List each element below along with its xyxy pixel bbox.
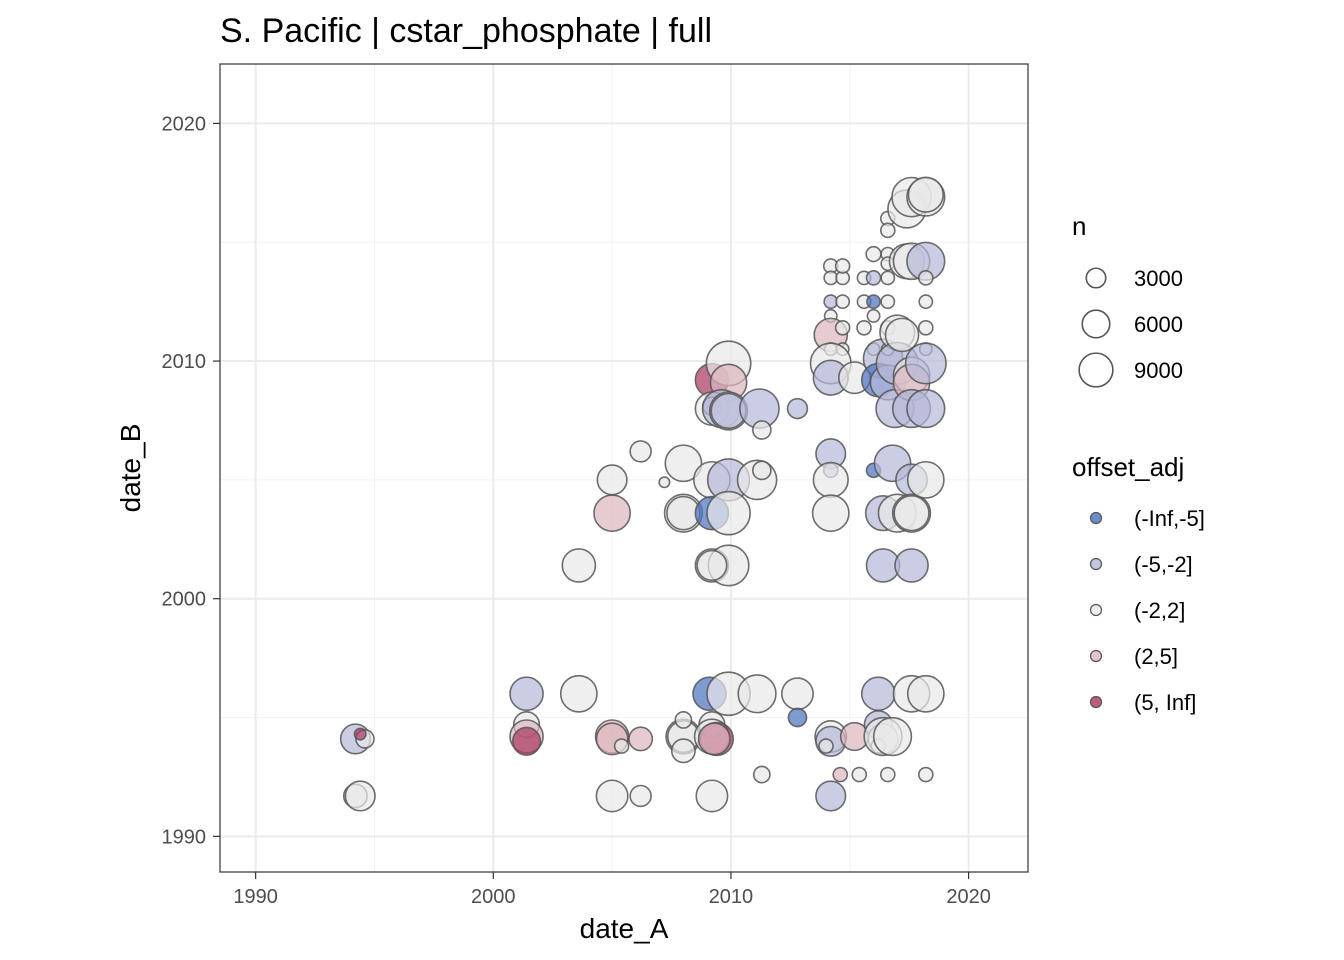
data-points — [339, 176, 947, 813]
data-point — [894, 548, 929, 583]
y-axis: 1990 2000 2010 2020 — [162, 113, 220, 848]
data-point — [815, 780, 847, 812]
color-legend-label: (5, Inf] — [1134, 690, 1196, 715]
color-legend-key — [1089, 649, 1103, 663]
data-point — [835, 294, 851, 310]
data-point — [596, 464, 628, 496]
data-point — [904, 342, 947, 385]
data-point — [834, 319, 851, 336]
data-point — [658, 476, 671, 489]
data-point — [865, 245, 882, 263]
data-point — [613, 738, 630, 754]
data-point — [344, 780, 376, 812]
data-point — [880, 294, 896, 310]
size-legend-key — [1085, 267, 1107, 289]
y-tick-label: 2010 — [162, 351, 207, 373]
data-point — [818, 738, 834, 754]
data-point — [509, 676, 544, 712]
data-point — [561, 548, 597, 583]
data-point — [780, 677, 814, 711]
data-point — [884, 317, 920, 353]
data-point — [917, 766, 934, 783]
color-legend-label: (2,5] — [1134, 644, 1178, 669]
data-point — [917, 319, 934, 336]
data-point — [860, 676, 896, 712]
x-tick-label: 2010 — [709, 886, 754, 908]
data-point — [664, 444, 703, 483]
data-point — [856, 319, 872, 336]
color-legend-label: (-Inf,-5] — [1134, 506, 1205, 531]
data-point — [695, 779, 729, 813]
data-point — [593, 494, 632, 533]
data-point — [670, 738, 696, 764]
data-point — [866, 294, 881, 310]
size-legend-key — [1078, 352, 1114, 388]
data-point — [906, 388, 946, 429]
size-legend-label: 6000 — [1134, 312, 1183, 337]
color-legend-key — [1089, 511, 1103, 525]
data-point — [595, 779, 629, 813]
data-point — [353, 727, 367, 741]
x-axis: 1990 2000 2010 2020 — [233, 872, 991, 908]
color-legend-items: (-Inf,-5] (-5,-2] (-2,2] (2,5] (5, Inf] — [1089, 506, 1205, 715]
data-point — [834, 258, 851, 274]
data-point — [906, 460, 945, 499]
color-legend-label: (-5,-2] — [1134, 552, 1193, 577]
data-point — [917, 270, 934, 286]
size-legend-title: n — [1072, 211, 1086, 241]
major-gridlines — [220, 64, 1028, 872]
data-point — [880, 270, 896, 286]
y-tick-label: 2020 — [162, 113, 207, 135]
data-point — [629, 440, 652, 463]
data-point — [879, 222, 896, 239]
x-axis-title: date_A — [580, 913, 669, 944]
chart-title: S. Pacific | cstar_phosphate | full — [220, 12, 712, 50]
data-point — [787, 707, 808, 728]
data-point — [786, 397, 809, 420]
data-point — [918, 294, 934, 310]
data-point — [706, 490, 751, 536]
data-point — [696, 549, 728, 582]
y-axis-title: date_B — [115, 424, 146, 513]
data-point — [906, 674, 945, 713]
x-tick-label: 2000 — [471, 886, 516, 908]
data-point — [812, 461, 849, 499]
data-point — [751, 420, 772, 440]
data-point — [879, 766, 896, 783]
data-point — [866, 308, 881, 323]
y-tick-label: 1990 — [162, 826, 207, 848]
plot-border — [219, 63, 1029, 873]
data-point — [907, 176, 944, 213]
data-point — [511, 726, 542, 756]
data-point — [674, 710, 693, 729]
color-legend-title: offset_adj — [1072, 452, 1184, 482]
color-legend-key — [1089, 603, 1103, 617]
data-point — [751, 460, 772, 481]
data-point — [872, 716, 913, 757]
data-point — [752, 765, 771, 784]
data-point — [697, 722, 731, 756]
color-legend-key — [1089, 557, 1103, 571]
x-tick-label: 2020 — [946, 886, 991, 908]
x-tick-label: 1990 — [233, 886, 278, 908]
data-point — [629, 784, 652, 808]
data-point — [865, 270, 882, 286]
data-point — [628, 726, 654, 752]
data-point — [832, 766, 849, 783]
size-legend: n 3000 6000 9000 — [1072, 211, 1183, 388]
size-legend-key — [1081, 309, 1111, 339]
color-legend: offset_adj (-Inf,-5] (-5,-2] (-2,2] (2,5] (5… — [1072, 452, 1205, 715]
y-tick-label: 2000 — [162, 589, 207, 611]
size-legend-label: 3000 — [1134, 266, 1183, 291]
size-legend-items: 3000 6000 9000 — [1078, 266, 1183, 388]
color-legend-key — [1089, 695, 1103, 709]
data-point — [559, 674, 598, 713]
data-point — [811, 494, 850, 533]
data-point — [851, 766, 868, 783]
size-legend-label: 9000 — [1134, 358, 1183, 383]
data-point — [893, 494, 930, 532]
color-legend-label: (-2,2] — [1134, 598, 1185, 623]
data-point — [737, 674, 777, 714]
